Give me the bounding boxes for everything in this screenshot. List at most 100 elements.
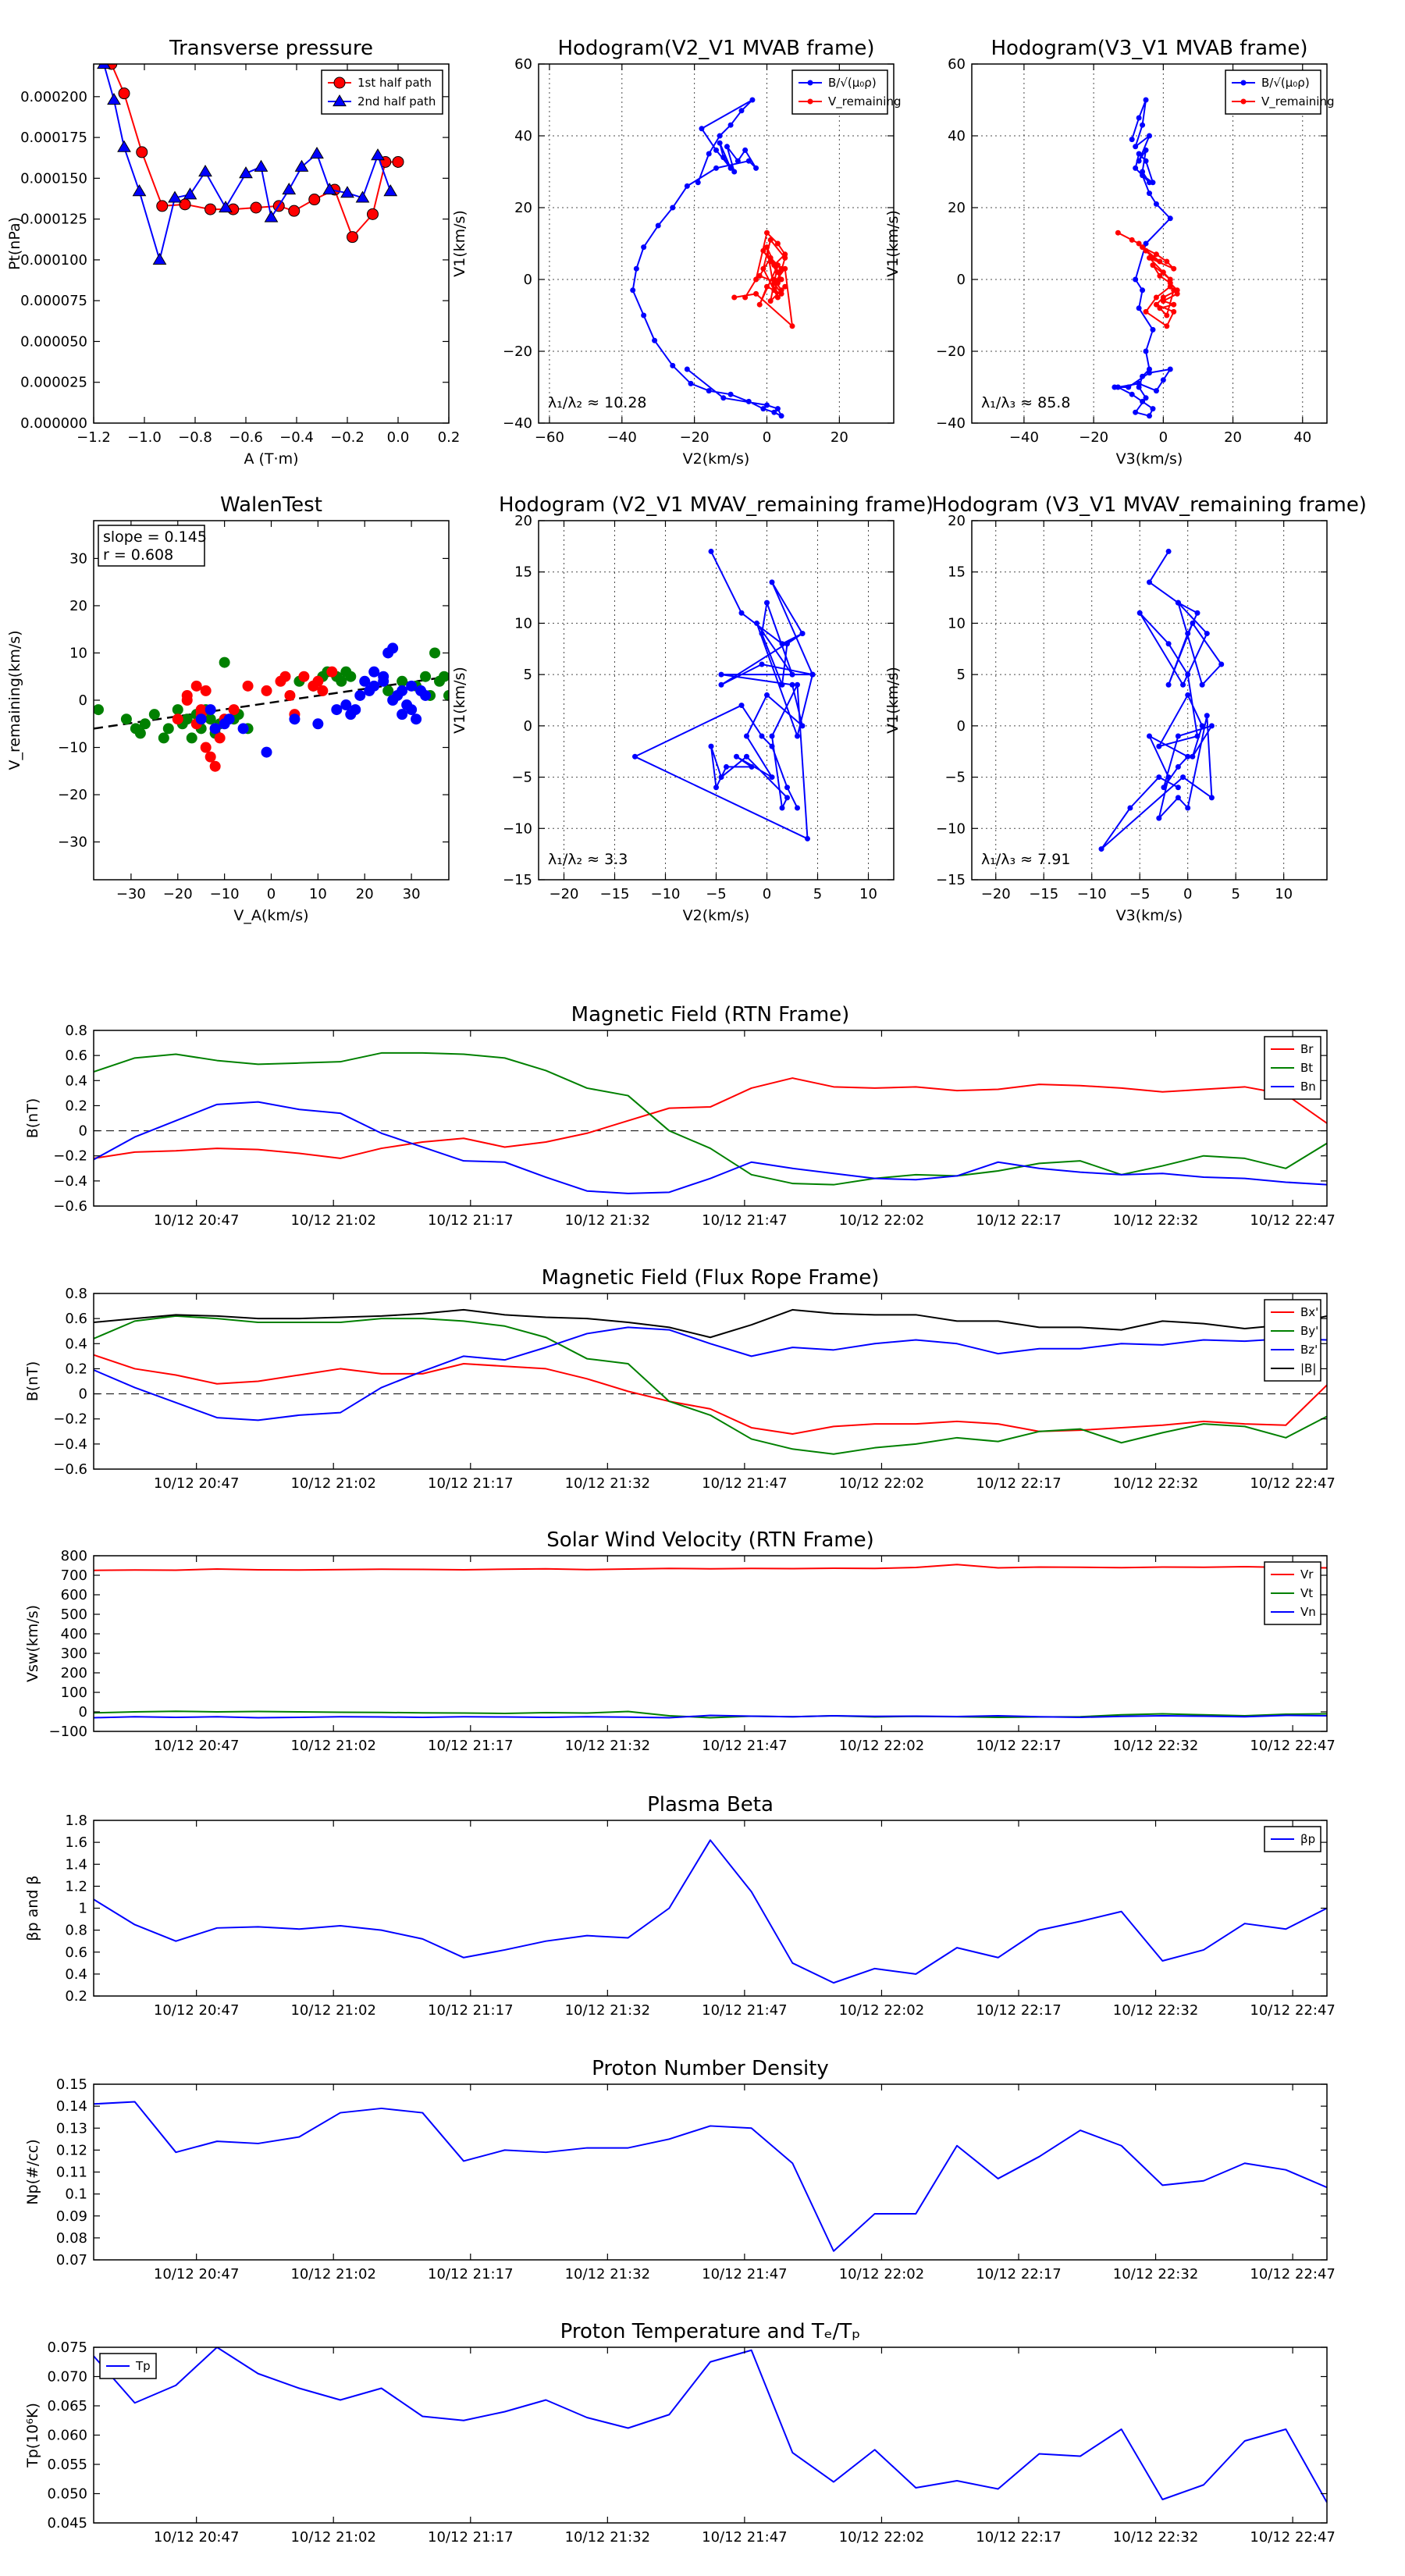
data-point	[1218, 661, 1225, 667]
x-tick-label: −60	[535, 429, 564, 446]
data-point	[1150, 326, 1156, 333]
y-axis-label: V1(km/s)	[884, 210, 902, 277]
chart-title: Hodogram(V3_V1 MVAB frame)	[991, 37, 1307, 60]
legend-label: Vr	[1300, 1567, 1314, 1582]
data-point	[181, 689, 193, 701]
y-tick-label: 0.6	[65, 1944, 87, 1961]
data-point	[742, 294, 749, 301]
data-point	[1129, 237, 1135, 243]
y-tick-label: 0.2	[65, 1098, 87, 1114]
x-tick-label: 10/12 21:02	[290, 2266, 375, 2282]
data-point	[1164, 258, 1170, 265]
data-point	[1150, 262, 1156, 269]
y-tick-label: 20	[514, 513, 532, 529]
y-tick-label: 1.6	[65, 1834, 87, 1851]
data-point	[250, 201, 262, 214]
data-point	[720, 395, 727, 401]
y-tick-label: 300	[61, 1646, 87, 1662]
data-point	[641, 244, 647, 251]
y-tick-label: 30	[69, 550, 87, 567]
y-tick-label: 0.070	[47, 2369, 87, 2386]
data-point	[756, 272, 763, 279]
y-axis-label: Pt(nPa)	[6, 217, 23, 270]
x-tick-label: 0	[763, 886, 771, 902]
data-point	[764, 600, 770, 606]
data-point	[1175, 785, 1181, 791]
data-point	[1156, 743, 1162, 749]
data-point	[340, 699, 352, 711]
walen-test-chart: −30 −20 −10 0 10 20 30 −30 −20 −10 0 10 20 30 WalenTes…	[6, 493, 450, 924]
series-v-remaining	[1115, 229, 1180, 329]
data-point	[724, 144, 730, 150]
data-point	[397, 685, 408, 696]
y-tick-label: 0	[524, 272, 532, 288]
x-tick-label: 10/12 21:17	[428, 1475, 513, 1492]
data-point	[1147, 579, 1152, 585]
data-point	[708, 743, 714, 749]
y-axis-label: Np(#/cc)	[24, 2139, 41, 2204]
y-tick-label: −10	[503, 820, 532, 837]
x-tick-label: 10/12 22:02	[839, 2529, 924, 2546]
axes-frame	[93, 1293, 1328, 1470]
x-tick-label: 10/12 22:32	[1113, 2266, 1198, 2282]
legend-label: |B|	[1300, 1361, 1316, 1375]
data-point	[1136, 380, 1142, 386]
data-point	[799, 631, 806, 637]
y-tick-label: −10	[936, 820, 966, 837]
y-tick-label: 60	[948, 56, 966, 73]
y-tick-label: 0.8	[65, 1286, 87, 1302]
x-tick-label: 10/12 22:32	[1113, 2002, 1198, 2019]
series-line	[631, 99, 783, 417]
data-point	[1136, 151, 1142, 157]
plot-area	[94, 642, 449, 772]
y-tick-label: 0.4	[65, 1966, 87, 1983]
y-axis-label: V1(km/s)	[884, 667, 902, 734]
eigenvalue-ratio-annotation: λ₁/λ₂ ≈ 3.3	[548, 851, 628, 868]
plot-area	[94, 2101, 1327, 2252]
y-axis-label: Vsw(km/s)	[24, 1605, 41, 1682]
x-axis-label: V3(km/s)	[1116, 907, 1183, 924]
y-tick-label: 0.000075	[20, 293, 87, 309]
data-point	[774, 240, 781, 247]
data-point	[1140, 287, 1146, 294]
series-br	[94, 1077, 1327, 1159]
data-point	[1180, 681, 1186, 688]
y-tick-label: 0.12	[56, 2142, 87, 2158]
data-point	[310, 147, 324, 159]
data-point	[1167, 366, 1173, 372]
data-point	[774, 269, 781, 276]
series-2nd-half-path	[97, 64, 398, 265]
x-tick-label: 0	[1183, 886, 1192, 902]
x-tick-label: 10/12 21:32	[565, 2266, 650, 2282]
data-point	[1140, 173, 1146, 179]
data-point	[778, 276, 784, 283]
x-tick-label: 20	[831, 429, 848, 446]
data-point	[764, 283, 770, 290]
magnetic-field-flux-rope-chart: 10/12 20:47 10/12 21:02 10/12 21:17 10/12 2…	[24, 1266, 1336, 1492]
data-point	[223, 713, 235, 725]
y-tick-label: 100	[61, 1685, 87, 1701]
data-point	[195, 713, 207, 725]
legend-label: Bx'	[1300, 1305, 1318, 1319]
data-point	[205, 704, 216, 716]
x-tick-label: 5	[813, 886, 822, 902]
y-tick-label: −5	[944, 770, 966, 786]
data-point	[298, 671, 310, 682]
x-tick-label: 10	[309, 886, 327, 902]
x-tick-label: 10/12 21:17	[428, 1212, 513, 1229]
data-point	[1143, 308, 1149, 315]
data-point	[1175, 733, 1181, 739]
legend-label: Tp	[135, 2359, 151, 2373]
x-tick-label: 10/12 21:02	[290, 2002, 375, 2019]
data-point	[94, 704, 104, 716]
data-point	[805, 835, 810, 841]
y-tick-label: 0	[79, 692, 87, 709]
y-tick-label: −0.6	[53, 1461, 87, 1478]
data-point	[1140, 122, 1146, 128]
data-point	[117, 140, 131, 152]
x-tick-label: 10/12 22:02	[839, 1212, 924, 1229]
fit-stats-box	[98, 525, 205, 567]
data-point	[713, 785, 719, 791]
data-point	[289, 713, 301, 725]
data-point	[1147, 133, 1152, 139]
